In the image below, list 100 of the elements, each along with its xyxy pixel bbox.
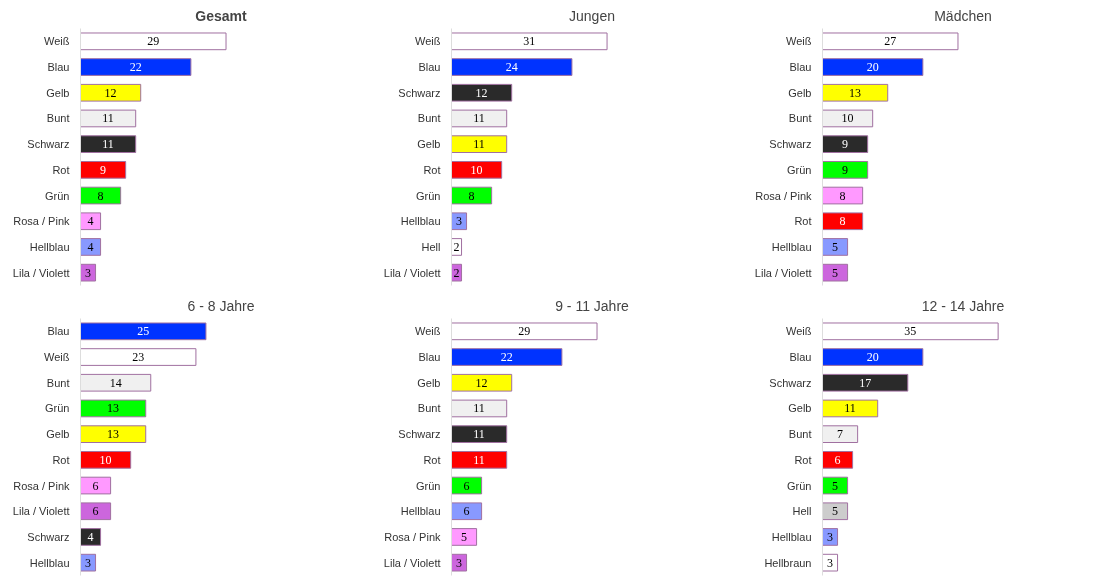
data-label: 11	[102, 111, 114, 126]
y-tick-label: Schwarz	[27, 138, 70, 151]
data-label: 20	[866, 350, 879, 365]
data-label: 5	[461, 529, 468, 544]
data-label: 12	[104, 85, 117, 100]
data-label: 4	[87, 214, 94, 229]
data-label: 11	[473, 401, 485, 416]
data-label: 3	[85, 265, 92, 280]
y-tick-label: Hellblau	[400, 505, 441, 518]
data-label: 9	[842, 137, 849, 152]
data-label: 22	[500, 350, 513, 365]
data-label: 9	[842, 162, 849, 177]
data-label: 8	[839, 214, 846, 229]
y-tick-label: Rot	[794, 215, 812, 228]
data-label: 6	[463, 478, 470, 493]
data-label: 9	[100, 162, 107, 177]
y-tick-label: Lila / Violett	[12, 266, 70, 279]
data-label: 4	[87, 529, 94, 544]
y-tick-label: Hellblau	[771, 530, 812, 543]
y-tick-label: Schwarz	[769, 376, 812, 389]
data-label: 3	[85, 555, 92, 570]
y-tick-label: Hellblau	[771, 240, 812, 253]
data-label: 13	[849, 85, 862, 100]
y-tick-label: Weiß	[415, 325, 441, 338]
y-tick-label: Lila / Violett	[754, 266, 812, 279]
y-tick-label: Rosa / Pink	[13, 215, 70, 228]
data-label: 5	[832, 265, 839, 280]
y-tick-label: Bunt	[46, 376, 70, 389]
data-label: 5	[832, 504, 839, 519]
y-tick-label: Weiß	[786, 35, 812, 48]
y-tick-label: Bunt	[417, 402, 441, 415]
y-tick-label: Weiß	[415, 35, 441, 48]
data-label: 27	[884, 34, 897, 49]
y-tick-label: Blau	[418, 351, 441, 364]
y-tick-label: Lila / Violett	[383, 556, 441, 569]
data-label: 24	[505, 60, 518, 75]
y-tick-label: Grün	[416, 479, 441, 492]
data-label: 8	[468, 188, 475, 203]
data-label: 13	[107, 427, 120, 442]
data-label: 3	[827, 529, 834, 544]
data-label: 11	[102, 137, 114, 152]
y-tick-label: Bunt	[46, 112, 70, 125]
y-tick-label: Rosa / Pink	[13, 479, 70, 492]
data-label: 11	[844, 401, 856, 416]
data-label: 12	[475, 375, 488, 390]
y-tick-label: Hell	[792, 505, 812, 518]
y-tick-label: Weiß	[44, 35, 70, 48]
y-tick-label: Gelb	[46, 86, 70, 99]
data-label: 12	[475, 85, 488, 100]
data-label: 3	[456, 214, 463, 229]
y-tick-label: Bunt	[417, 112, 441, 125]
data-label: 11	[473, 452, 485, 467]
data-label: 5	[832, 478, 839, 493]
data-label: 3	[456, 555, 463, 570]
y-tick-label: Bunt	[788, 428, 812, 441]
data-label: 11	[473, 111, 485, 126]
y-tick-label: Hellbraun	[764, 556, 812, 569]
y-tick-label: Blau	[789, 351, 812, 364]
data-label: 6	[463, 504, 470, 519]
data-label: 5	[832, 239, 839, 254]
y-tick-label: Blau	[47, 61, 70, 74]
y-tick-label: Hellblau	[400, 215, 441, 228]
data-label: 31	[523, 34, 536, 49]
data-label: 11	[473, 137, 485, 152]
data-label: 6	[92, 504, 99, 519]
y-tick-label: Gelb	[46, 428, 70, 441]
data-label: 2	[453, 239, 460, 254]
y-tick-label: Blau	[47, 325, 70, 338]
data-label: 20	[866, 60, 879, 75]
y-tick-label: Rot	[52, 163, 70, 176]
y-tick-label: Schwarz	[769, 138, 812, 151]
y-tick-label: Schwarz	[398, 86, 441, 99]
data-label: 22	[129, 60, 142, 75]
y-tick-label: Rot	[423, 453, 441, 466]
y-tick-label: Rot	[52, 453, 70, 466]
y-tick-label: Grün	[787, 163, 812, 176]
y-tick-label: Gelb	[788, 402, 812, 415]
y-tick-label: Gelb	[417, 376, 441, 389]
y-tick-label: Gelb	[788, 86, 812, 99]
data-label: 13	[107, 401, 120, 416]
data-label: 8	[97, 188, 104, 203]
y-tick-label: Grün	[416, 189, 441, 202]
y-tick-label: Lila / Violett	[383, 266, 441, 279]
data-label: 10	[470, 162, 483, 177]
data-label: 11	[473, 427, 485, 442]
y-tick-label: Blau	[789, 61, 812, 74]
y-tick-label: Rosa / Pink	[384, 530, 441, 543]
y-tick-label: Hellblau	[29, 240, 70, 253]
data-label: 2	[453, 265, 460, 280]
y-tick-label: Rot	[794, 453, 812, 466]
chart-title: Gesamt	[195, 7, 248, 24]
data-label: 6	[92, 478, 99, 493]
y-tick-label: Rosa / Pink	[755, 189, 812, 202]
chart-title: 12 - 14 Jahre	[921, 297, 1005, 314]
data-label: 4	[87, 239, 94, 254]
chart-title: Jungen	[569, 7, 615, 24]
y-tick-label: Blau	[418, 61, 441, 74]
data-label: 35	[904, 324, 917, 339]
data-label: 17	[859, 375, 872, 390]
data-label: 10	[841, 111, 854, 126]
